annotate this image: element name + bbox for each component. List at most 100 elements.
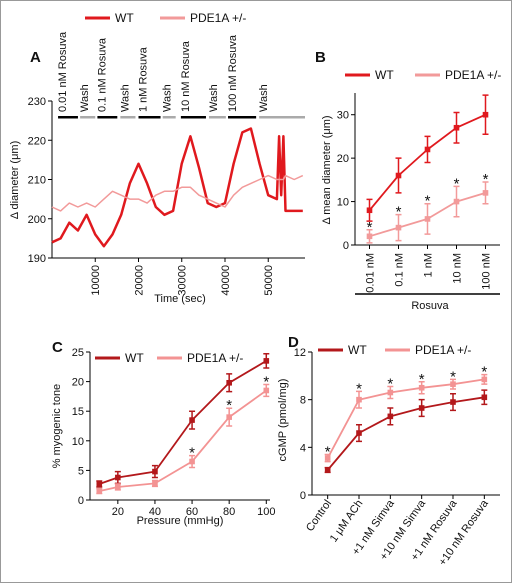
x-tick-label: 40 [149, 506, 161, 518]
treatment-bar [120, 116, 136, 119]
x-tick-label: 80 [223, 506, 235, 518]
y-tick-label: 5 [78, 465, 84, 477]
x-tick-label: 20 [112, 506, 124, 518]
y-tick-label: 0 [300, 490, 306, 502]
treatment-bar [228, 116, 257, 119]
data-point [356, 430, 362, 436]
treatment-bar [208, 116, 226, 119]
data-point [453, 124, 460, 131]
data-point [366, 207, 373, 214]
legend-label: PDE1A +/- [190, 11, 246, 25]
x-tick-label: 100 nM [481, 253, 493, 290]
treatment-label: 100 nM Rosuva [227, 34, 239, 112]
x-axis-label: Time (sec) [154, 293, 206, 305]
significance-marker: * [325, 443, 331, 460]
y-tick-label: 20 [72, 377, 84, 389]
y-tick-label: 12 [294, 347, 306, 359]
significance-marker: * [226, 397, 232, 414]
y-tick-label: 30 [337, 110, 349, 122]
y-tick-label: 0 [78, 495, 84, 507]
data-point [418, 384, 425, 391]
x-tick-label: 40000 [220, 265, 232, 296]
treatment-bar [259, 116, 305, 119]
significance-marker: * [387, 376, 393, 393]
y-tick-label: 8 [300, 395, 306, 407]
significance-marker: * [396, 204, 402, 221]
legend-label: WT [375, 68, 394, 82]
y-tick-label: 210 [28, 175, 46, 187]
data-point [395, 172, 402, 179]
data-point [482, 190, 489, 196]
data-point [418, 405, 425, 411]
significance-marker: * [450, 368, 456, 385]
x-tick-label: 30000 [177, 265, 189, 296]
y-tick-label: 230 [28, 96, 46, 108]
panel-letter: B [315, 49, 326, 66]
x-tick-label: 0.1 nM [394, 253, 406, 287]
significance-marker: * [367, 219, 373, 236]
data-point [96, 481, 103, 487]
treatment-label: Wash [119, 84, 131, 112]
data-point [324, 467, 331, 473]
x-tick-label: 60 [186, 506, 198, 518]
data-point [189, 417, 195, 423]
series-line [51, 174, 304, 212]
y-tick-label: 0 [343, 240, 349, 252]
series-line [326, 378, 485, 459]
data-point [366, 233, 373, 240]
y-tick-label: 20 [337, 153, 349, 165]
treatment-label: 0.1 nM Rosuva [96, 37, 108, 112]
data-point [450, 381, 456, 387]
x-tick-label: 0.01 nM [365, 253, 377, 293]
y-tick-label: 25 [72, 347, 84, 359]
treatment-label: 10 nM Rosuva [180, 40, 192, 112]
y-axis-label: Δ mean diameter (μm) [321, 115, 333, 224]
treatment-bar [180, 116, 206, 119]
panel-letter: D [288, 334, 299, 351]
legend-label: WT [125, 351, 144, 365]
data-point [324, 455, 331, 461]
x-tick-label: 1 nM [423, 253, 435, 277]
y-axis-label: cGMP (pmol/mg) [277, 379, 289, 462]
y-tick-label: 200 [28, 214, 46, 226]
data-point [96, 488, 103, 494]
legend-label: PDE1A +/- [187, 351, 243, 365]
significance-marker: * [454, 175, 460, 192]
treatment-label: Wash [79, 84, 91, 112]
legend-label: PDE1A +/- [415, 343, 471, 357]
significance-marker: * [356, 380, 362, 397]
y-axis-label: % myogenic tone [51, 384, 63, 468]
data-point [226, 414, 232, 420]
x-tick-label: 100 [257, 506, 275, 518]
data-point [226, 379, 232, 386]
x-tick-label: 50000 [263, 265, 275, 296]
data-point [152, 468, 158, 475]
x-tick-label: 10 nM [452, 253, 464, 284]
data-point [263, 387, 270, 394]
legend-label: PDE1A +/- [445, 68, 501, 82]
y-axis-label: Δ diameter (μm) [9, 141, 21, 219]
panel-letter: C [52, 339, 63, 356]
data-point [424, 216, 431, 222]
y-tick-label: 15 [72, 406, 84, 418]
data-point [356, 396, 362, 403]
x-tick-label: 10000 [90, 265, 102, 296]
y-tick-label: 10 [72, 436, 84, 448]
treatment-label: Wash [208, 84, 220, 112]
treatment-bar [162, 116, 176, 119]
data-point [424, 146, 431, 153]
data-point [115, 474, 121, 481]
data-point [387, 413, 394, 420]
x-tick-label: 20000 [133, 265, 145, 296]
x-axis-label: Rosuva [411, 300, 449, 312]
data-point [263, 358, 270, 364]
significance-marker: * [483, 171, 489, 188]
x-axis-label: Pressure (mmHg) [137, 515, 224, 527]
significance-marker: * [263, 374, 269, 391]
data-point [189, 458, 195, 465]
data-point [481, 376, 488, 383]
treatment-label: Wash [162, 84, 174, 112]
series-line [327, 396, 485, 471]
treatment-label: 0.01 nM Rosuva [57, 31, 69, 112]
